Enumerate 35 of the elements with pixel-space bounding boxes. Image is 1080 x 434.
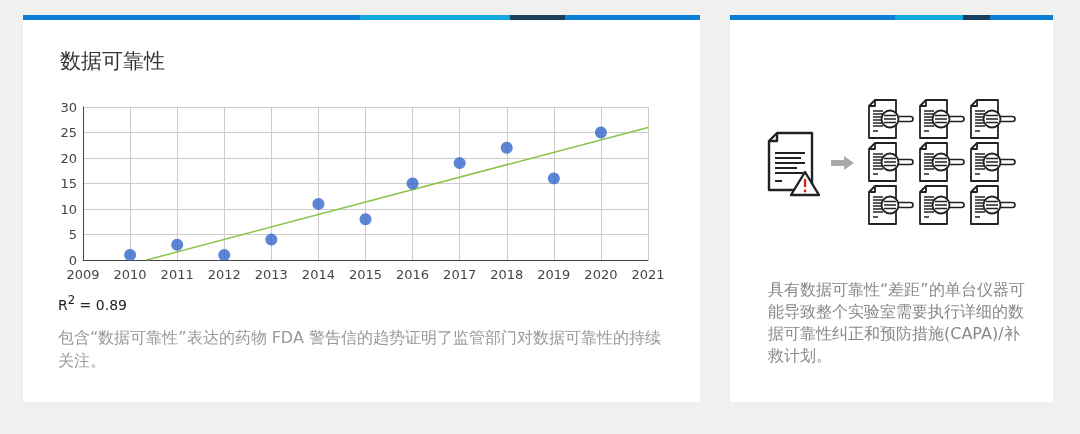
x-tick-label: 2020 [584,267,618,282]
x-tick-label: 2017 [443,267,477,282]
chart-title: 数据可靠性 [60,48,165,75]
point [359,213,372,226]
y-tick-label: 30 [60,99,77,115]
x-tick-label: 2021 [631,267,665,282]
x-tick-label: 2018 [490,267,524,282]
x-tick-label: 2009 [66,267,100,282]
point [171,238,184,251]
text: R$^{2}$ = 0.89 [58,293,127,313]
point [547,172,560,185]
x-tick-label: 2011 [160,267,194,282]
point [312,197,325,210]
point [500,141,513,154]
text: 包含“数据可靠性”表达的药物 FDA 警告信的趋势证明了监管部门对数据可靠性的持续关注。 [58,327,662,372]
y-tick-label: 0 [68,252,77,268]
x-tick-label: 2019 [537,267,571,282]
point [265,233,278,246]
x-tick-label: 2013 [254,267,288,282]
text: 具有数据可靠性“差距”的单台仪器可能导致整个实验室需要执行详细的数据可靠性纠正和预防措施(CAPA)/补救计划。 [768,279,1026,367]
y-tick-label: 5 [68,227,77,242]
x-tick-label: 2010 [113,267,147,282]
y-tick-label: 20 [60,150,77,166]
x-tick-label: 2014 [301,267,335,282]
point [218,248,231,261]
y-tick-label: 15 [60,176,77,191]
x-tick-label: 2016 [396,267,430,282]
x-tick-label: 2015 [348,267,383,282]
x-tick-label: 2012 [207,267,241,282]
point [406,177,419,190]
point [453,157,466,170]
y-tick-label: 10 [60,201,77,217]
point [124,248,137,261]
y-tick-label: 25 [60,125,77,140]
point [594,126,607,139]
